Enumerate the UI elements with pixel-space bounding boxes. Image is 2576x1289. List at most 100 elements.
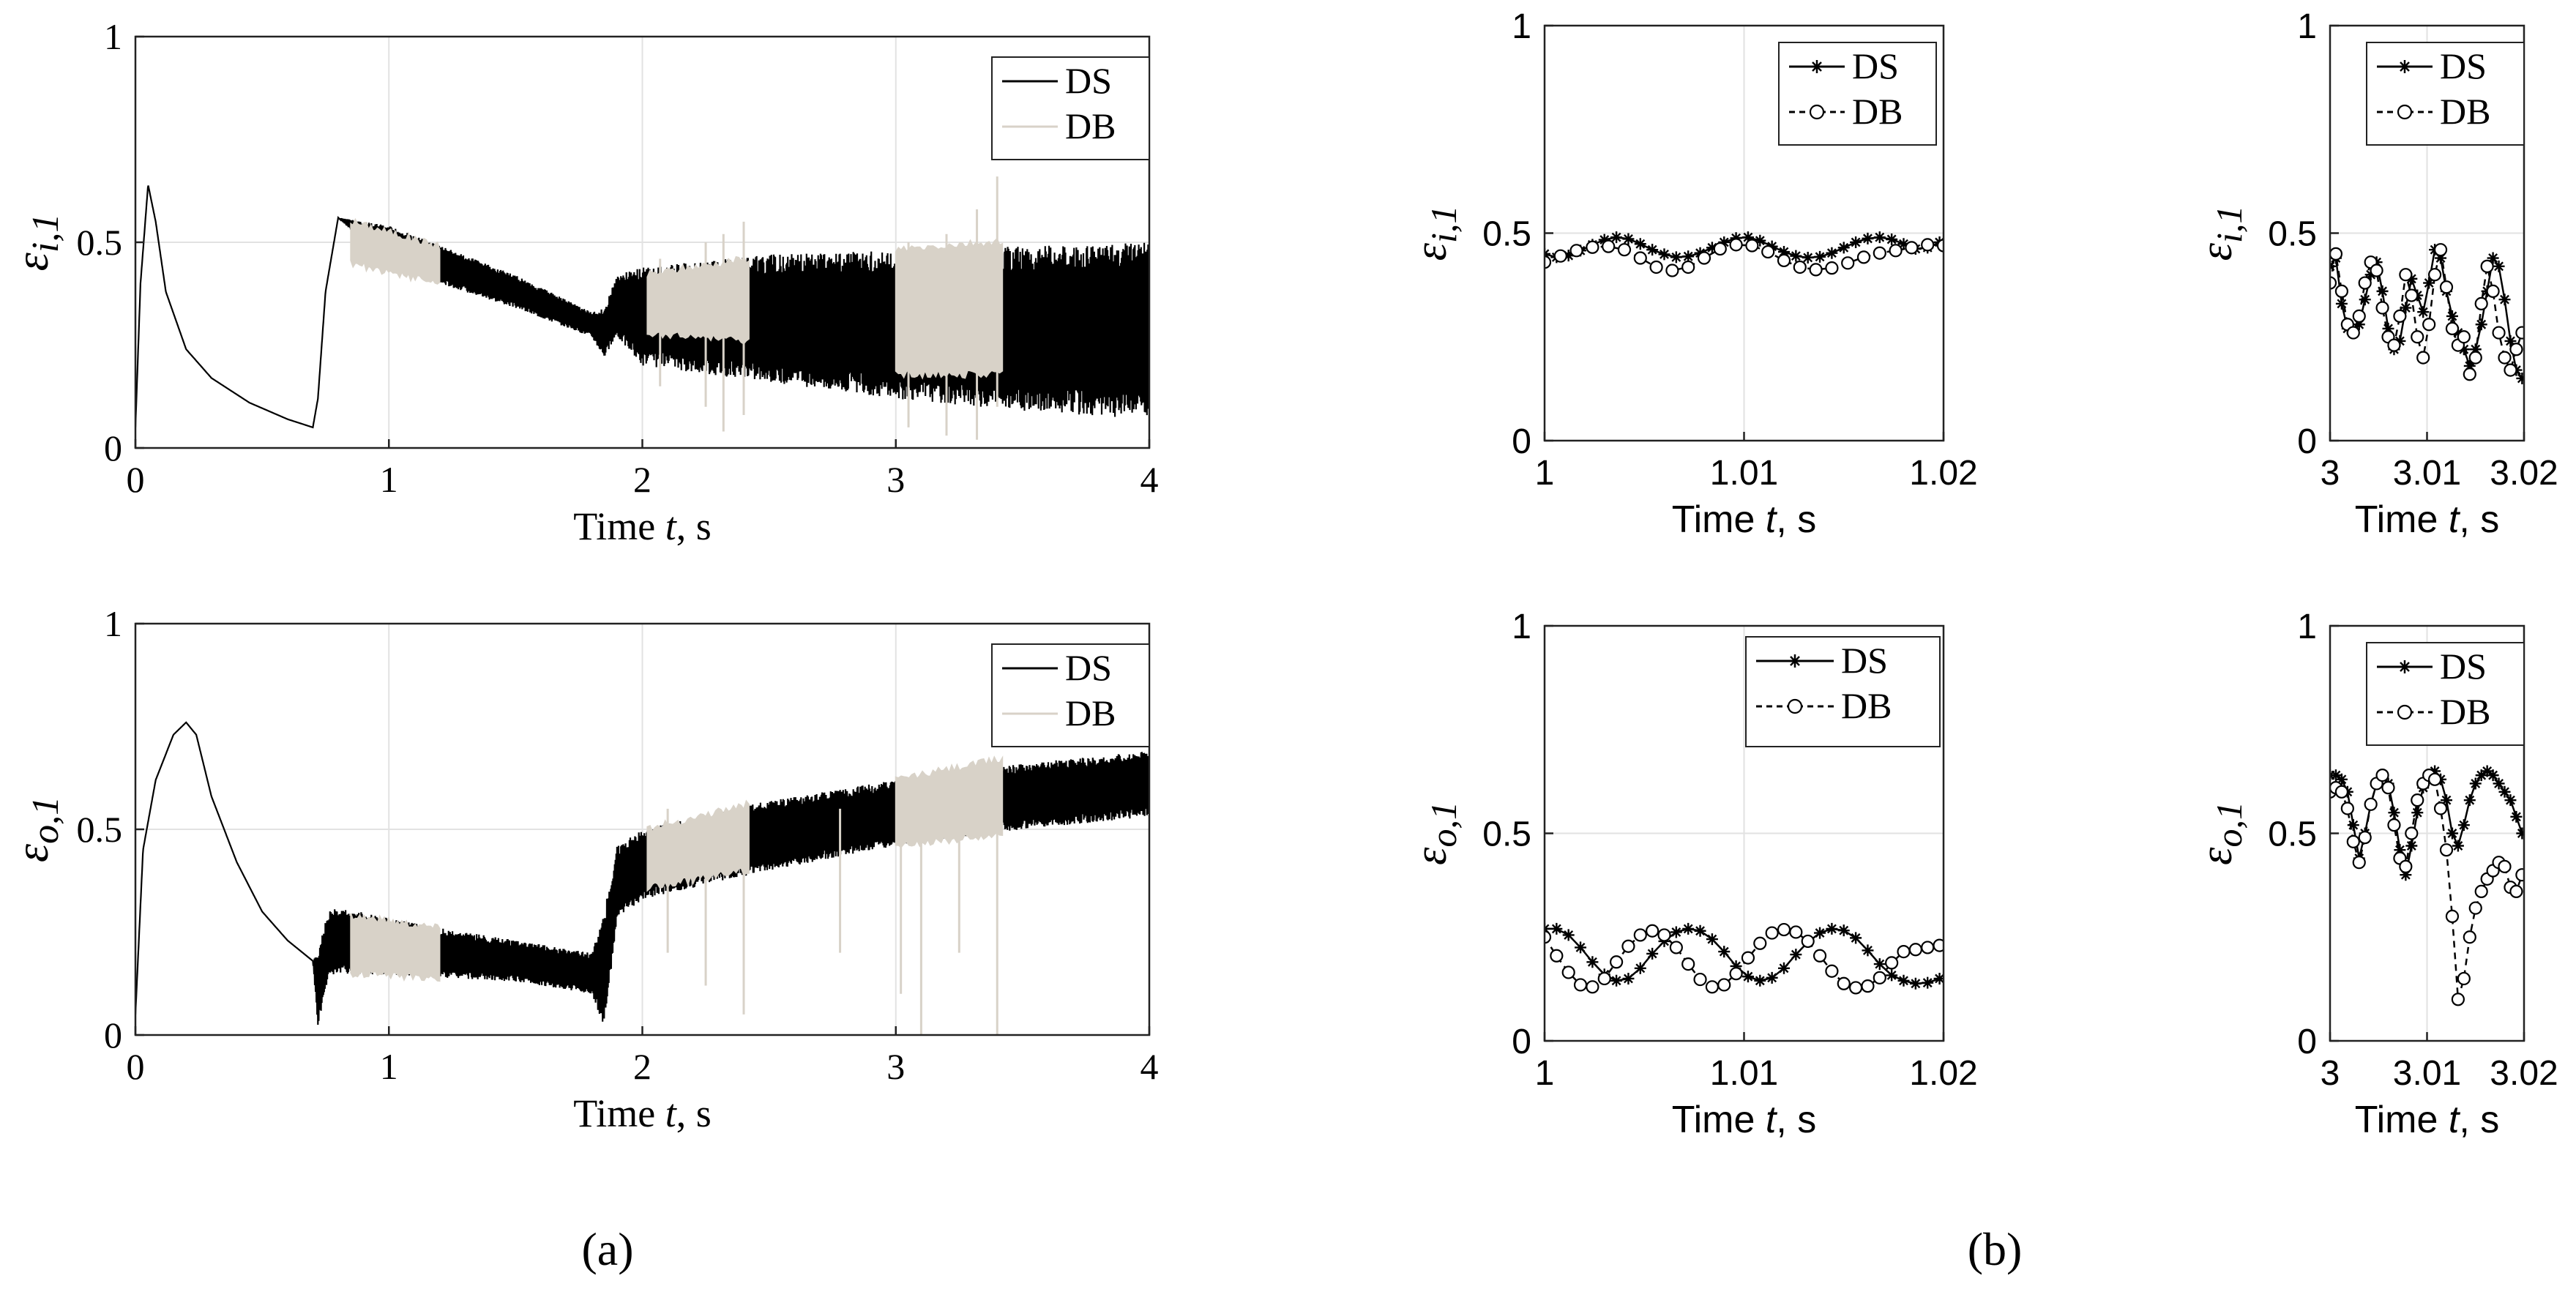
data-point-db bbox=[1617, 243, 1632, 257]
y-tick-label: 0 bbox=[1512, 422, 1531, 461]
data-point-ds bbox=[2347, 819, 2359, 832]
y-tick-label: 1 bbox=[1512, 608, 1531, 646]
data-point-db bbox=[1633, 928, 1647, 942]
data-point-db bbox=[2474, 884, 2488, 898]
data-point-db bbox=[1681, 260, 1695, 274]
data-point-db bbox=[1621, 939, 1635, 953]
data-point-ds bbox=[2400, 302, 2412, 314]
data-point-db bbox=[2340, 802, 2354, 815]
data-point-db bbox=[1825, 964, 1839, 978]
data-point-ds bbox=[1933, 972, 1944, 985]
data-point-db bbox=[1597, 971, 1611, 986]
legend-label-db: DB bbox=[1065, 105, 1116, 146]
data-point-db bbox=[1610, 955, 1624, 969]
x-tick-label: 3 bbox=[2321, 454, 2340, 493]
data-point-db bbox=[2457, 971, 2471, 986]
legend-marker-ds bbox=[2398, 660, 2411, 673]
data-point-ds bbox=[2382, 322, 2394, 335]
legend-box bbox=[2366, 42, 2525, 146]
data-point-db bbox=[1602, 239, 1616, 253]
data-point-db bbox=[2463, 930, 2476, 944]
data-point-ds bbox=[1670, 251, 1682, 264]
series-db-band bbox=[350, 913, 441, 982]
x-tick-label: 3 bbox=[886, 459, 905, 500]
data-point-db bbox=[2492, 326, 2506, 340]
legend-box bbox=[1745, 636, 1941, 747]
data-point-ds bbox=[2388, 807, 2400, 819]
y-tick-label: 0 bbox=[2297, 422, 2317, 461]
series-layer bbox=[2330, 765, 2524, 1006]
legend-label-ds: DS bbox=[2440, 646, 2487, 687]
x-tick-label: 4 bbox=[1140, 1046, 1159, 1087]
data-point-db bbox=[2399, 859, 2413, 873]
data-point-ds bbox=[1886, 969, 1898, 982]
data-point-ds bbox=[1837, 242, 1850, 254]
x-axis-label: Time t, s bbox=[2355, 1099, 2499, 1141]
y-axis-label: εi,1 bbox=[6, 214, 67, 272]
data-point-db bbox=[1885, 956, 1899, 970]
data-point-ds bbox=[2487, 769, 2499, 782]
series-layer bbox=[1545, 922, 1944, 995]
data-point-ds bbox=[2335, 297, 2348, 310]
data-point-db bbox=[1849, 981, 1863, 995]
data-point-db bbox=[2358, 276, 2372, 290]
x-tick-label: 3 bbox=[886, 1046, 905, 1087]
data-point-ds bbox=[2516, 827, 2524, 840]
data-point-db bbox=[2358, 831, 2372, 845]
legend-marker-ds bbox=[1810, 60, 1823, 73]
data-point-ds bbox=[2457, 343, 2470, 356]
data-point-ds bbox=[1897, 238, 1910, 250]
data-point-db bbox=[1717, 978, 1731, 992]
data-point-ds bbox=[1610, 974, 1623, 987]
data-point-ds bbox=[1778, 246, 1790, 258]
data-point-db bbox=[1793, 260, 1807, 274]
x-tick-label: 3.01 bbox=[2393, 454, 2461, 493]
data-point-ds bbox=[1862, 944, 1874, 957]
data-point-db bbox=[2399, 268, 2413, 282]
data-point-db bbox=[2463, 367, 2476, 381]
series-db-line bbox=[2330, 249, 2523, 375]
series-db-band bbox=[895, 237, 1004, 380]
data-point-db bbox=[2486, 284, 2500, 298]
x-tick-label: 1.02 bbox=[1909, 1054, 1977, 1093]
data-point-ds bbox=[2504, 335, 2517, 347]
series-db-line bbox=[1545, 928, 1940, 989]
y-tick-label: 1 bbox=[104, 603, 122, 644]
data-point-ds bbox=[2452, 840, 2464, 852]
chart-b-top-left: 1 1.01 1.02 0 0.5 1 Time t, s εi,1 DS DB bbox=[1406, 7, 1978, 541]
data-point-db bbox=[1649, 260, 1663, 274]
legend-label-db: DB bbox=[2440, 91, 2490, 132]
data-point-ds bbox=[1730, 960, 1742, 972]
data-point-db bbox=[2498, 859, 2512, 873]
y-tick-label: 0.5 bbox=[2268, 815, 2317, 854]
data-point-ds bbox=[1550, 922, 1563, 935]
data-point-ds bbox=[2498, 294, 2511, 306]
data-point-ds bbox=[1658, 248, 1670, 261]
data-point-db bbox=[1545, 255, 1552, 269]
data-point-ds bbox=[1766, 971, 1778, 984]
data-point-ds bbox=[2481, 765, 2493, 777]
data-point-db bbox=[2375, 301, 2389, 315]
data-point-ds bbox=[1741, 971, 1754, 983]
x-tick-label: 3.02 bbox=[2490, 1054, 2558, 1093]
y-axis-label: εo,1 bbox=[6, 796, 67, 862]
legend-label-ds: DS bbox=[1841, 640, 1888, 681]
data-point-db bbox=[2387, 338, 2401, 352]
data-point-db bbox=[2381, 781, 2395, 795]
data-point-db bbox=[1697, 251, 1711, 265]
data-point-db bbox=[1765, 926, 1779, 940]
x-tick-label: 1 bbox=[380, 1046, 398, 1087]
series-db-band bbox=[646, 799, 750, 892]
data-point-ds bbox=[2411, 807, 2424, 819]
legend-label-db: DB bbox=[1841, 685, 1892, 726]
y-tick-label: 0 bbox=[2297, 1023, 2317, 1061]
x-tick-label: 3 bbox=[2321, 1054, 2340, 1093]
data-point-db bbox=[2330, 276, 2337, 290]
y-tick-label: 0.5 bbox=[77, 222, 123, 263]
data-point-ds bbox=[1670, 926, 1682, 938]
data-point-db bbox=[1657, 928, 1671, 942]
data-point-db bbox=[2393, 309, 2407, 323]
data-point-db bbox=[2445, 321, 2460, 336]
data-point-db bbox=[1705, 980, 1719, 994]
